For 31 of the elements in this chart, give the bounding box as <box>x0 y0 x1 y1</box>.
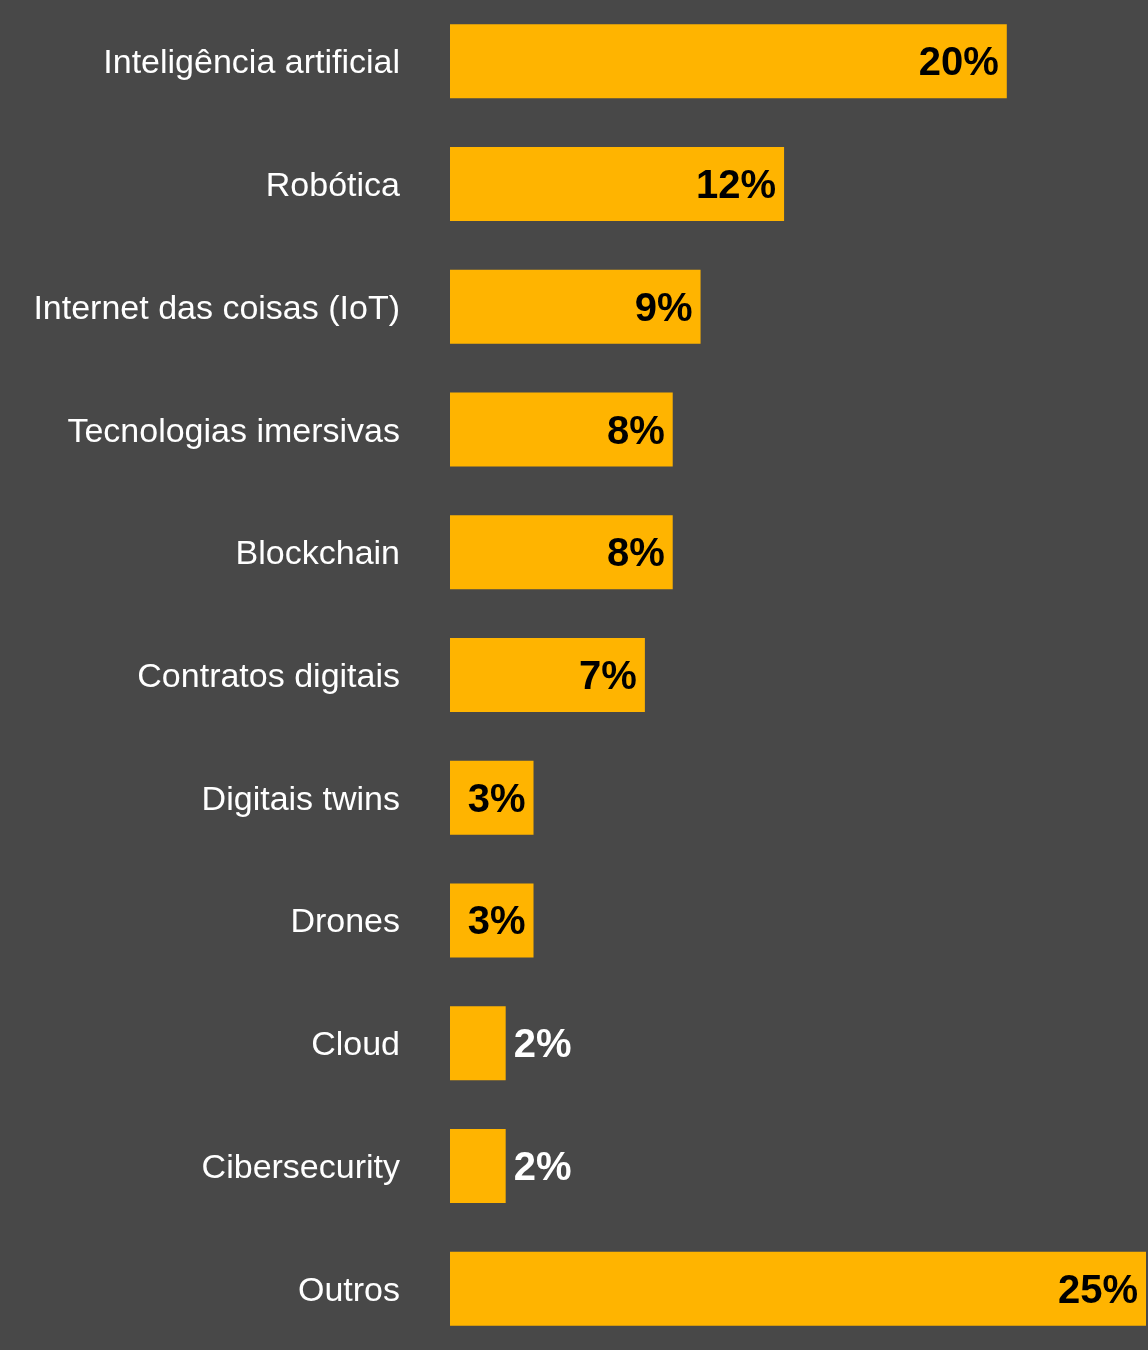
data-label: 3% <box>467 898 526 943</box>
bar <box>450 24 1007 99</box>
y-tick-label: Cibersecurity <box>201 1146 400 1185</box>
bar <box>450 392 673 467</box>
data-label: 8% <box>606 530 665 575</box>
data-label: 7% <box>579 653 637 697</box>
bar <box>450 1128 506 1203</box>
bar <box>450 269 701 344</box>
data-label: 20% <box>918 39 999 84</box>
data-label: 3% <box>467 775 526 820</box>
bar <box>450 638 645 712</box>
data-label: 25% <box>1057 1266 1138 1311</box>
bar <box>450 515 673 590</box>
bar <box>450 1251 1146 1326</box>
bar <box>450 147 785 222</box>
data-label: 9% <box>634 284 693 329</box>
y-tick-label: Drones <box>290 901 400 940</box>
y-tick-label: Blockchain <box>235 533 400 572</box>
y-tick-label: Contratos digitais <box>137 656 400 694</box>
y-tick-label: Digitais twins <box>201 778 400 817</box>
y-tick-label: Inteligência artificial <box>103 42 400 81</box>
y-tick-label: Internet das coisas (IoT) <box>33 287 400 326</box>
y-tick-label: Outros <box>297 1269 400 1308</box>
y-tick-label: Robótica <box>265 165 401 204</box>
data-label: 2% <box>513 1143 572 1188</box>
y-tick-label: Tecnologias imersivas <box>67 410 400 449</box>
data-label: 2% <box>513 1021 572 1066</box>
bar <box>450 1006 506 1081</box>
data-label: 8% <box>606 407 665 452</box>
y-tick-label: Cloud <box>311 1024 400 1063</box>
data-label: 12% <box>696 162 777 207</box>
